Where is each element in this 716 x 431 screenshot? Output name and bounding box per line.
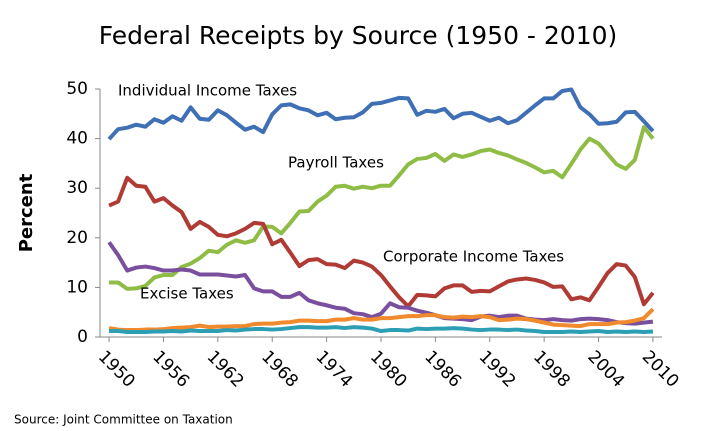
y-tick-label: 40: [66, 129, 88, 149]
chart-title: Federal Receipts by Source (1950 - 2010): [99, 21, 618, 50]
series-line: [107, 241, 654, 326]
x-tick-label: 1992: [475, 347, 520, 392]
y-tick-label: 10: [66, 277, 88, 297]
series-line: [108, 175, 655, 309]
x-tick-label: 1974: [312, 347, 357, 392]
source-note: Source: Joint Committee on Taxation: [14, 413, 233, 427]
x-tick-label: 1998: [529, 347, 574, 392]
x-tick-label: 1980: [366, 347, 411, 392]
series-line: [107, 87, 655, 141]
x-tick-label: 1956: [148, 347, 193, 392]
x-tick-label: 2010: [638, 347, 683, 392]
series-label: Individual Income Taxes: [118, 82, 297, 100]
y-axis-label: Percent: [16, 173, 37, 252]
x-tick-label: 2004: [583, 347, 628, 392]
x-tick-label: 1962: [203, 347, 248, 392]
x-tick-label: 1986: [420, 347, 465, 392]
x-tick-label: 1950: [94, 347, 139, 392]
series-line: [109, 325, 654, 335]
y-tick-label: 30: [66, 178, 88, 198]
x-tick-label: 1968: [257, 347, 302, 392]
series-line: [108, 307, 655, 333]
series-label: Payroll Taxes: [288, 154, 384, 172]
series-line: [109, 125, 655, 291]
y-tick-label: 50: [66, 79, 88, 99]
y-tick-label: 0: [77, 327, 88, 347]
series-label: Excise Taxes: [140, 285, 234, 303]
series-label: Corporate Income Taxes: [383, 248, 564, 266]
y-tick-label: 20: [66, 228, 88, 248]
